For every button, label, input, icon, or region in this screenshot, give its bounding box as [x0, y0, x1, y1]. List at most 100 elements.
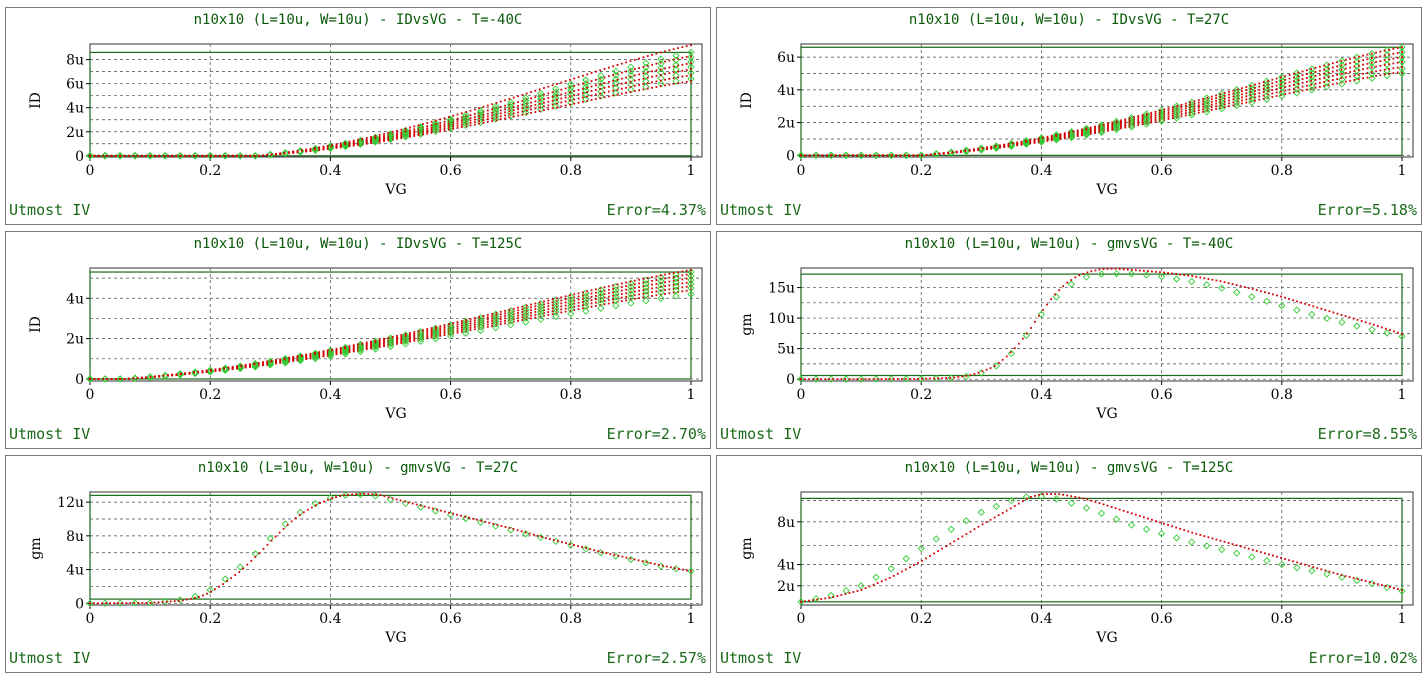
model-point: [1059, 138, 1062, 140]
x-tick-label: 0: [797, 163, 806, 179]
measured-point: [887, 375, 895, 383]
model-point: [1184, 112, 1187, 114]
measured-point: [1308, 65, 1316, 73]
model-point: [1034, 494, 1036, 497]
model-point: [1059, 135, 1062, 137]
model-point: [456, 321, 459, 323]
model-point: [1124, 120, 1127, 122]
model-point: [616, 88, 619, 91]
model-point: [409, 340, 411, 343]
measured-point: [131, 152, 139, 160]
model-point: [1009, 351, 1012, 354]
model-point: [439, 126, 442, 129]
model-point: [690, 570, 692, 573]
model-point: [1357, 78, 1360, 81]
model-point: [460, 116, 463, 119]
measured-point: [537, 92, 545, 100]
model-point: [664, 67, 666, 70]
model-point: [603, 303, 606, 306]
model-point: [543, 306, 545, 309]
measured-point: [1248, 553, 1256, 561]
measured-point: [191, 368, 199, 376]
model-point: [653, 563, 656, 565]
measured-point: [281, 520, 289, 528]
model-point: [1380, 584, 1383, 586]
measured-point: [597, 296, 605, 304]
model-point: [573, 544, 575, 546]
model-point: [664, 281, 666, 284]
model-point: [348, 347, 351, 350]
model-point: [298, 514, 301, 517]
model-point: [1258, 85, 1261, 88]
model-point: [1288, 559, 1290, 562]
model-point: [1280, 295, 1282, 298]
model-point: [417, 129, 420, 132]
measured-point: [1368, 74, 1376, 82]
model-point: [1275, 95, 1278, 97]
measured-point: [842, 375, 850, 383]
model-point: [1352, 317, 1355, 320]
model-point: [1259, 290, 1262, 293]
model-point: [599, 287, 602, 290]
model-point: [370, 141, 372, 143]
measured-point: [567, 87, 575, 95]
model-point: [257, 154, 260, 157]
model-point: [465, 125, 468, 128]
model-point: [594, 304, 597, 307]
model-point: [1241, 90, 1243, 93]
x-axis-label: VG: [1095, 406, 1117, 422]
model-point: [262, 154, 264, 157]
model-point: [149, 375, 152, 378]
model-point: [681, 69, 684, 72]
model-point: [443, 123, 446, 126]
measured-point: [1067, 499, 1076, 507]
model-point: [1344, 63, 1347, 66]
model-point: [1154, 120, 1157, 123]
model-point: [1094, 126, 1096, 129]
model-point: [1107, 126, 1109, 129]
model-point: [1232, 104, 1235, 107]
model-point: [957, 538, 960, 540]
model-point: [1318, 73, 1321, 76]
measured-point: [431, 324, 440, 332]
model-point: [1215, 94, 1217, 97]
measured-point: [872, 573, 880, 581]
measured-point: [1203, 105, 1211, 113]
model-point: [638, 278, 641, 281]
measured-point: [1368, 59, 1376, 67]
model-point: [238, 571, 241, 573]
model-point: [413, 339, 416, 342]
model-point: [869, 154, 872, 157]
model-point: [1059, 133, 1062, 135]
y-tick-label: 6u: [66, 77, 84, 93]
model-point: [547, 92, 550, 95]
model-point: [820, 378, 823, 381]
model-point: [383, 137, 385, 140]
model-point: [374, 135, 377, 137]
model-point: [367, 493, 370, 495]
model-point: [556, 102, 558, 105]
model-point: [1300, 562, 1303, 565]
model-point: [681, 290, 684, 293]
model-point: [379, 494, 382, 496]
model-point: [1206, 109, 1209, 112]
model-point: [192, 371, 195, 374]
model-point: [625, 285, 628, 287]
model-point: [521, 316, 524, 319]
model-point: [1349, 62, 1352, 65]
model-point: [1089, 130, 1092, 133]
model-point: [413, 135, 416, 137]
model-point: [547, 104, 550, 107]
model-point: [524, 531, 527, 534]
model-point: [1249, 88, 1252, 90]
measured-point: [657, 60, 665, 68]
model-point: [1352, 577, 1355, 579]
model-point: [512, 102, 515, 105]
measured-point: [161, 597, 169, 606]
model-point: [206, 592, 208, 595]
model-point: [633, 297, 636, 300]
model-point: [934, 153, 936, 155]
model-point: [590, 72, 593, 74]
